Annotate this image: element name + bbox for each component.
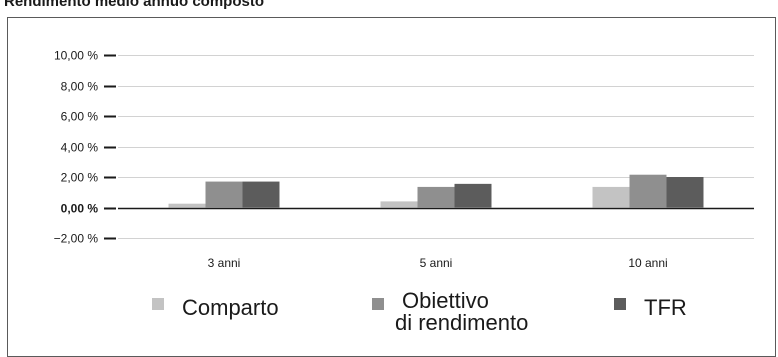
y-tick-label: 10,00 % xyxy=(54,49,98,63)
legend-label-tfr: TFR xyxy=(644,295,687,320)
bar-obiettivo-di-rendimento-10-anni xyxy=(629,174,667,208)
legend-label-obiettivo-line1: Obiettivo xyxy=(402,288,489,313)
y-tick-label: 4,00 % xyxy=(61,141,99,155)
legend-swatch-obiettivo xyxy=(372,298,384,310)
legend: Comparto Obiettivo di rendimento TFR xyxy=(0,288,778,345)
bar-tfr-3-anni xyxy=(242,181,280,208)
chart-title: Rendimento medio annuo composto xyxy=(4,0,265,10)
bar-tfr-5-anni xyxy=(454,183,492,208)
legend-label-obiettivo-line2: di rendimento xyxy=(395,310,529,335)
x-category-label: 5 anni xyxy=(420,256,453,270)
y-tick-label: −2,00 % xyxy=(54,232,99,246)
legend-swatch-tfr xyxy=(614,298,626,310)
bar-obiettivo-di-rendimento-3-anni xyxy=(205,181,243,208)
bar-comparto-10-anni xyxy=(592,186,630,208)
bar-obiettivo-di-rendimento-5-anni xyxy=(417,186,455,208)
x-category-label: 3 anni xyxy=(208,256,241,270)
y-tick-label: 8,00 % xyxy=(61,80,99,94)
bar-tfr-10-anni xyxy=(666,177,704,208)
y-tick-label: 2,00 % xyxy=(61,171,99,185)
x-category-label: 10 anni xyxy=(628,256,667,270)
bar-comparto-3-anni xyxy=(168,203,206,208)
legend-swatch-comparto xyxy=(152,298,164,310)
y-tick-label: 0,00 % xyxy=(61,202,99,216)
bar-chart: 10,00 % 8,00 % 6,00 % 4,00 % 2,00 % 0,00 % −2,… xyxy=(54,49,754,270)
bar-comparto-5-anni xyxy=(380,201,418,208)
legend-label-comparto: Comparto xyxy=(182,295,279,320)
y-tick-label: 6,00 % xyxy=(61,110,99,124)
